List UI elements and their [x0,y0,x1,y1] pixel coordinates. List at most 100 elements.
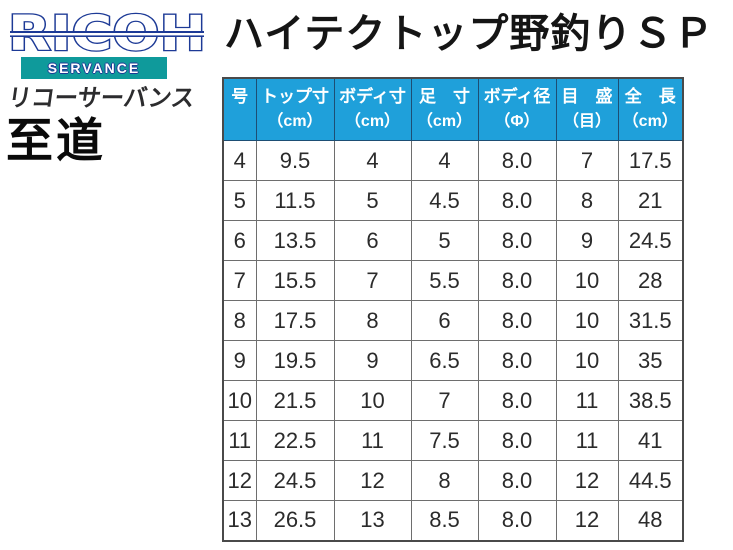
series-name: 至道 [6,114,106,167]
value-cell: 8.0 [477,380,557,421]
table-row: 13 26.5 13 8.5 8.0 12 48 [222,500,684,541]
value-cell: 5 [333,180,412,221]
header-line2: （cm） [267,113,323,130]
value-cell: 11 [555,420,619,461]
header-cell-body-diameter: ボディ径 （Φ） [477,77,557,141]
value-cell: 8.0 [477,180,557,221]
value-cell: 4 [333,140,412,181]
size-cell: 12 [222,460,257,501]
table-row: 9 19.5 9 6.5 8.0 10 35 [222,340,684,381]
page-title: ハイテクトップ野釣りＳＰ [224,12,715,56]
value-cell: 4.5 [410,180,479,221]
value-cell: 15.5 [255,260,335,301]
value-cell: 9 [555,220,619,261]
header-line2: （cm） [416,113,473,130]
value-cell: 12 [555,460,619,501]
value-cell: 26.5 [255,500,335,541]
value-cell: 13.5 [255,220,335,261]
value-cell: 41 [617,420,684,461]
value-cell: 5.5 [410,260,479,301]
value-cell: 8.0 [477,300,557,341]
header-cell-scale-marks: 目 盛 （目） [555,77,619,141]
servance-band: SERVANCE [21,57,167,79]
header-line1: 足 寸 [419,87,470,106]
value-cell: 38.5 [617,380,684,421]
header-line1: トップ寸 [261,87,329,106]
header-line1: 号 [231,87,249,106]
value-cell: 11 [555,380,619,421]
header-row: 号 トップ寸 （cm） ボディ寸 （cm） 足 寸 （cm） ボディ径 （ [222,77,684,141]
value-cell: 7 [410,380,479,421]
ricoh-logo: RICOH [7,8,208,58]
header-cell-top-length: トップ寸 （cm） [255,77,335,141]
value-cell: 21.5 [255,380,335,421]
value-cell: 28 [617,260,684,301]
value-cell: 31.5 [617,300,684,341]
table-row: 5 11.5 5 4.5 8.0 8 21 [222,180,684,221]
value-cell: 9 [333,340,412,381]
spec-table-header: 号 トップ寸 （cm） ボディ寸 （cm） 足 寸 （cm） ボディ径 （ [222,77,684,141]
header-line2: （目） [562,113,611,130]
value-cell: 7 [555,140,619,181]
header-cell-total-length: 全 長 （cm） [617,77,684,141]
value-cell: 13 [333,500,412,541]
header-line2: （cm） [344,113,401,130]
table-row: 12 24.5 12 8 8.0 12 44.5 [222,460,684,501]
value-cell: 8 [410,460,479,501]
value-cell: 24.5 [617,220,684,261]
value-cell: 8.0 [477,220,557,261]
header-cell-size: 号 [222,77,257,141]
value-cell: 6.5 [410,340,479,381]
spec-table: 号 トップ寸 （cm） ボディ寸 （cm） 足 寸 （cm） ボディ径 （ [222,77,684,542]
value-cell: 7 [333,260,412,301]
value-cell: 8.0 [477,140,557,181]
value-cell: 9.5 [255,140,335,181]
header-line1: 目 盛 [561,87,613,106]
value-cell: 8 [333,300,412,341]
table-row: 10 21.5 10 7 8.0 11 38.5 [222,380,684,421]
value-cell: 8.0 [477,420,557,461]
value-cell: 11.5 [255,180,335,221]
header-line1: 全 長 [624,87,676,106]
value-cell: 17.5 [617,140,684,181]
value-cell: 8.0 [477,340,557,381]
value-cell: 24.5 [255,460,335,501]
value-cell: 12 [333,460,412,501]
table-row: 11 22.5 11 7.5 8.0 11 41 [222,420,684,461]
value-cell: 10 [555,260,619,301]
size-cell: 11 [222,420,257,461]
table-row: 7 15.5 7 5.5 8.0 10 28 [222,260,684,301]
value-cell: 6 [410,300,479,341]
header-line2: （Φ） [494,113,540,130]
value-cell: 12 [555,500,619,541]
value-cell: 6 [333,220,412,261]
value-cell: 10 [333,380,412,421]
header-line1: ボディ寸 [339,87,406,106]
size-cell: 10 [222,380,257,421]
value-cell: 5 [410,220,479,261]
header-line1: ボディ径 [483,87,551,106]
value-cell: 8.0 [477,460,557,501]
value-cell: 17.5 [255,300,335,341]
logo-slit-gap [10,33,204,36]
value-cell: 4 [410,140,479,181]
size-cell: 9 [222,340,257,381]
value-cell: 10 [555,340,619,381]
size-cell: 7 [222,260,257,301]
value-cell: 21 [617,180,684,221]
value-cell: 44.5 [617,460,684,501]
value-cell: 22.5 [255,420,335,461]
value-cell: 35 [617,340,684,381]
size-cell: 4 [222,140,257,181]
value-cell: 8.0 [477,500,557,541]
value-cell: 7.5 [410,420,479,461]
servance-label: SERVANCE [47,60,141,76]
value-cell: 19.5 [255,340,335,381]
value-cell: 11 [333,420,412,461]
header-cell-foot-length: 足 寸 （cm） [410,77,479,141]
